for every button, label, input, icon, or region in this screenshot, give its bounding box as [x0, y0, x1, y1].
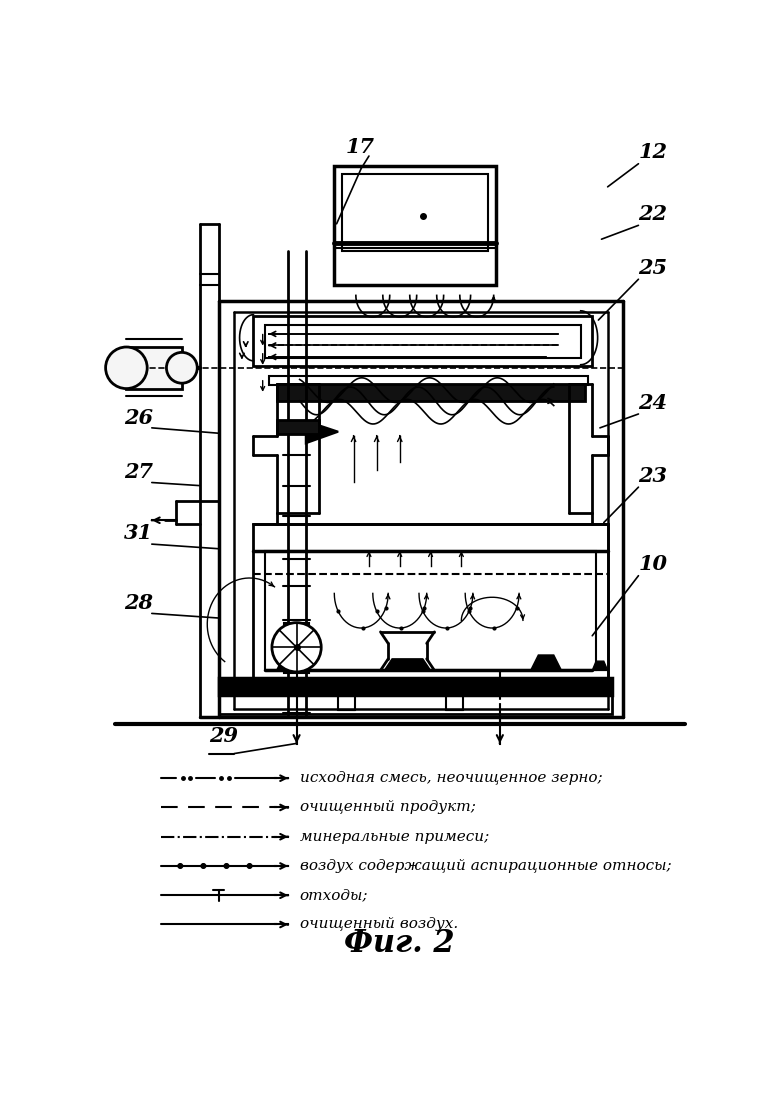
- Bar: [446, 695, 463, 711]
- Text: 12: 12: [639, 142, 668, 162]
- Circle shape: [272, 623, 321, 672]
- Text: 27: 27: [124, 462, 153, 482]
- Text: исходная смесь, неочищенное зерно;: исходная смесь, неочищенное зерно;: [300, 771, 602, 785]
- Bar: [342, 174, 488, 251]
- Circle shape: [247, 864, 252, 868]
- Text: 22: 22: [639, 204, 668, 224]
- Bar: [269, 377, 588, 385]
- Bar: [126, 347, 182, 390]
- Polygon shape: [530, 655, 562, 670]
- Text: 28: 28: [124, 592, 153, 613]
- Circle shape: [178, 864, 183, 868]
- Bar: [219, 695, 612, 714]
- Bar: [335, 166, 496, 286]
- Circle shape: [201, 864, 206, 868]
- Circle shape: [166, 353, 197, 383]
- Text: 24: 24: [639, 393, 668, 413]
- Bar: [284, 623, 309, 672]
- Circle shape: [105, 347, 147, 389]
- Circle shape: [224, 864, 229, 868]
- Text: 17: 17: [346, 137, 375, 157]
- Text: очищенный продукт;: очищенный продукт;: [300, 800, 476, 815]
- Text: 10: 10: [639, 554, 668, 574]
- Text: 23: 23: [639, 465, 668, 486]
- Text: очищенный воздух.: очищенный воздух.: [300, 918, 458, 932]
- Polygon shape: [592, 661, 608, 670]
- Text: отходы;: отходы;: [300, 888, 368, 902]
- Text: воздух содержащий аспирационные относы;: воздух содержащий аспирационные относы;: [300, 858, 672, 873]
- Text: Фиг. 2: Фиг. 2: [345, 929, 455, 959]
- Text: 25: 25: [639, 257, 668, 278]
- Bar: [265, 551, 596, 670]
- Bar: [277, 420, 319, 434]
- Bar: [265, 325, 580, 358]
- Bar: [219, 678, 612, 695]
- Text: 29: 29: [209, 726, 238, 746]
- Text: 26: 26: [124, 408, 153, 428]
- Polygon shape: [385, 659, 431, 670]
- Bar: [254, 316, 592, 366]
- Text: минеральные примеси;: минеральные примеси;: [300, 830, 489, 844]
- Bar: [277, 384, 584, 401]
- Text: 31: 31: [124, 523, 153, 543]
- Polygon shape: [277, 655, 303, 670]
- Bar: [254, 525, 608, 678]
- Bar: [339, 695, 355, 711]
- Polygon shape: [306, 420, 339, 443]
